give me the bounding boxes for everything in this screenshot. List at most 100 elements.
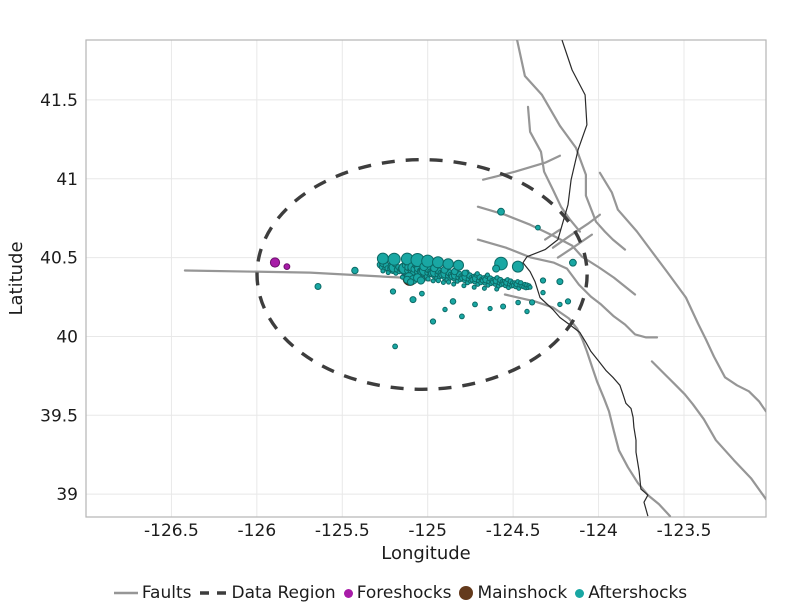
aftershock-point — [529, 299, 536, 306]
aftershock-point — [461, 269, 469, 277]
aftershock-point — [392, 343, 399, 350]
legend-item-data-region: Data Region — [199, 583, 336, 603]
x-tick-label: -124 — [579, 521, 618, 541]
x-tick-label: -126 — [238, 521, 277, 541]
data-region-dash-swatch — [199, 591, 228, 595]
fault-line — [476, 238, 659, 339]
aftershock-point — [435, 277, 441, 284]
aftershock-point — [492, 264, 501, 273]
aftershock-point — [425, 276, 431, 282]
y-tick-labels: 39 39.5 40 40.5 41 41.5 — [40, 91, 78, 505]
x-tick-label: -123.5 — [657, 521, 712, 541]
aftershock-point — [416, 276, 425, 285]
legend: Faults Data Region Foreshocks Mainshock Afte… — [0, 583, 800, 603]
aftershock-point — [351, 266, 359, 275]
aftershock-points — [314, 207, 577, 350]
y-tick-label: 41 — [56, 170, 78, 190]
x-tick-label: -125.5 — [315, 521, 370, 541]
aftershock-point — [453, 259, 464, 271]
aftershock-point — [487, 305, 493, 312]
legend-label: Aftershocks — [588, 583, 688, 603]
aftershock-point — [387, 252, 401, 266]
aftershock-point — [556, 278, 564, 286]
aftershock-point — [515, 299, 521, 306]
aftershock-point — [497, 207, 505, 216]
foreshock-point — [269, 257, 281, 268]
aftershock-point — [511, 260, 524, 273]
y-tick-label: 40.5 — [40, 249, 78, 269]
aftershock-point — [429, 318, 437, 325]
aftershock-point — [535, 224, 541, 231]
aftershock-point — [539, 277, 547, 284]
aftershock-point — [440, 280, 446, 285]
aftershock-point — [430, 278, 436, 284]
aftershock-point — [376, 252, 389, 265]
aftershock-point — [446, 279, 452, 285]
y-tick-label: 39.5 — [40, 406, 78, 426]
map-layer — [183, 40, 766, 517]
aftershock-point — [471, 284, 477, 290]
plot-border — [85, 39, 767, 518]
fault-line — [516, 40, 627, 251]
aftershock-point — [494, 286, 500, 292]
fault-line — [482, 154, 561, 181]
aftershock-point — [485, 272, 490, 278]
aftershock-point — [442, 258, 454, 270]
coastline-path — [522, 40, 649, 517]
aftershock-point — [527, 284, 533, 290]
aftershock-point — [451, 281, 457, 287]
aftershock-point — [500, 303, 507, 310]
aftershock-point — [409, 296, 417, 304]
aftershock-point — [442, 306, 448, 313]
y-tick-label: 39 — [56, 485, 78, 505]
aftershock-point — [419, 290, 425, 297]
aftershocks-dot-swatch — [575, 588, 585, 598]
aftershock-point — [569, 258, 577, 267]
y-axis-title: Latitude — [6, 241, 27, 315]
aftershock-point — [472, 301, 478, 308]
fault-line — [650, 360, 766, 501]
y-tick-label: 40 — [56, 327, 78, 347]
legend-item-aftershocks: Aftershocks — [574, 583, 687, 603]
aftershock-point — [459, 313, 465, 320]
faults-line-swatch — [113, 591, 138, 595]
legend-label: Data Region — [231, 583, 336, 603]
legend-item-faults: Faults — [113, 583, 192, 603]
x-tick-label: -124.5 — [486, 521, 541, 541]
x-tick-labels: -126.5 -126 -125.5 -125 -124.5 -124 -123.5 — [144, 521, 711, 541]
fault-line — [598, 171, 766, 413]
fault-lines — [183, 40, 766, 517]
aftershock-point — [474, 271, 480, 277]
aftershock-point — [389, 288, 397, 295]
aftershock-point — [380, 268, 386, 274]
foreshock-point — [283, 263, 291, 271]
data-region-ellipse — [255, 157, 589, 391]
fault-line — [556, 233, 593, 259]
aftershock-point — [557, 301, 563, 308]
aftershock-point — [540, 289, 546, 296]
aftershock-point — [481, 285, 487, 291]
fault-line — [526, 105, 581, 233]
coastline — [522, 40, 649, 517]
y-tick-label: 41.5 — [40, 91, 78, 111]
x-tick-label: -126.5 — [144, 521, 199, 541]
aftershock-point — [314, 283, 322, 290]
data-region-outline — [255, 157, 589, 391]
aftershock-point — [524, 308, 530, 315]
aftershock-point — [406, 278, 415, 286]
fault-line — [503, 293, 672, 517]
aftershock-point — [432, 256, 444, 269]
mainshock-dot-swatch — [459, 586, 474, 600]
legend-item-mainshock: Mainshock — [458, 583, 567, 603]
aftershock-point — [564, 298, 572, 305]
aftershock-point — [461, 283, 467, 289]
x-tick-label: -125 — [408, 521, 447, 541]
fault-line — [476, 205, 637, 296]
legend-item-foreshocks: Foreshocks — [343, 583, 451, 603]
fault-line — [551, 213, 601, 249]
aftershock-point — [449, 298, 457, 305]
foreshocks-dot-swatch — [343, 588, 353, 598]
x-axis-title: Longitude — [381, 543, 471, 564]
